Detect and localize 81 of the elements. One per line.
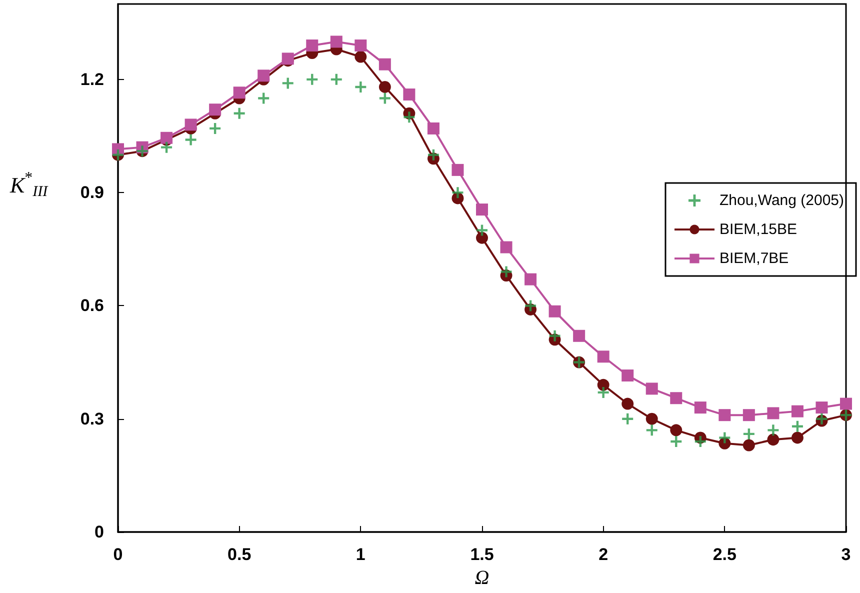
point [597,350,610,363]
y-axis-title: K*III [9,170,49,200]
point [767,434,780,446]
point [210,122,221,134]
x-tick-label: 3 [841,545,851,564]
point [184,118,197,131]
point [598,386,609,398]
legend-label: BIEM,7BE [719,250,789,267]
point [524,273,537,286]
point [718,409,731,422]
x-tick-label: 2 [598,545,608,564]
point [840,398,852,410]
y-tick-label: 0 [94,522,104,542]
point [258,70,270,82]
point [452,164,464,176]
point [209,104,222,116]
point [306,39,318,52]
point [573,330,586,342]
point [427,122,440,134]
point [670,424,682,436]
point [354,50,367,63]
point [694,436,706,447]
point [330,36,342,48]
y-tick-label: 1.2 [80,70,104,89]
x-tick-label: 2.5 [712,545,736,564]
point [378,58,391,70]
point [743,428,754,440]
point [548,305,561,318]
x-tick-label: 1 [356,545,366,564]
x-axis-title: Ω [474,566,490,589]
x-tick-label: 0.5 [228,545,252,564]
point [282,78,294,89]
point [646,382,658,395]
point [646,412,658,425]
point [355,81,366,92]
point [404,112,415,123]
point [476,232,488,244]
point [597,378,610,391]
point [233,86,246,99]
point [476,204,488,216]
point [816,402,828,414]
point [767,407,780,420]
y-tick-label: 0.6 [80,296,104,316]
point [306,74,318,85]
point [428,149,439,160]
point [719,432,730,444]
point [742,409,755,422]
point [403,88,416,101]
point [378,80,391,93]
point [791,432,804,444]
point [476,224,488,236]
point [792,420,803,432]
x-tick-label: 0 [113,545,123,564]
point [330,74,342,85]
point [791,405,804,418]
point [670,392,682,404]
point [161,142,172,153]
point [816,413,828,424]
legend-label: BIEM,15BE [719,221,798,238]
point [500,266,512,278]
point [742,439,755,452]
point [670,436,682,447]
point [452,187,464,198]
point [622,413,634,424]
point [379,92,390,104]
point [549,330,560,342]
point [354,39,367,52]
point [185,134,196,146]
point [234,108,245,119]
point [694,402,706,414]
point [258,92,270,104]
x-tick-label: 1.5 [470,545,494,564]
y-tick-label: 0.9 [80,183,104,202]
point [768,424,779,436]
y-tick-label: 0.3 [80,409,104,428]
point [646,424,658,436]
point [622,369,634,382]
point [622,398,634,410]
legend-label: Zhou,Wang (2005) [719,192,844,209]
point [500,241,512,254]
point [525,300,536,312]
